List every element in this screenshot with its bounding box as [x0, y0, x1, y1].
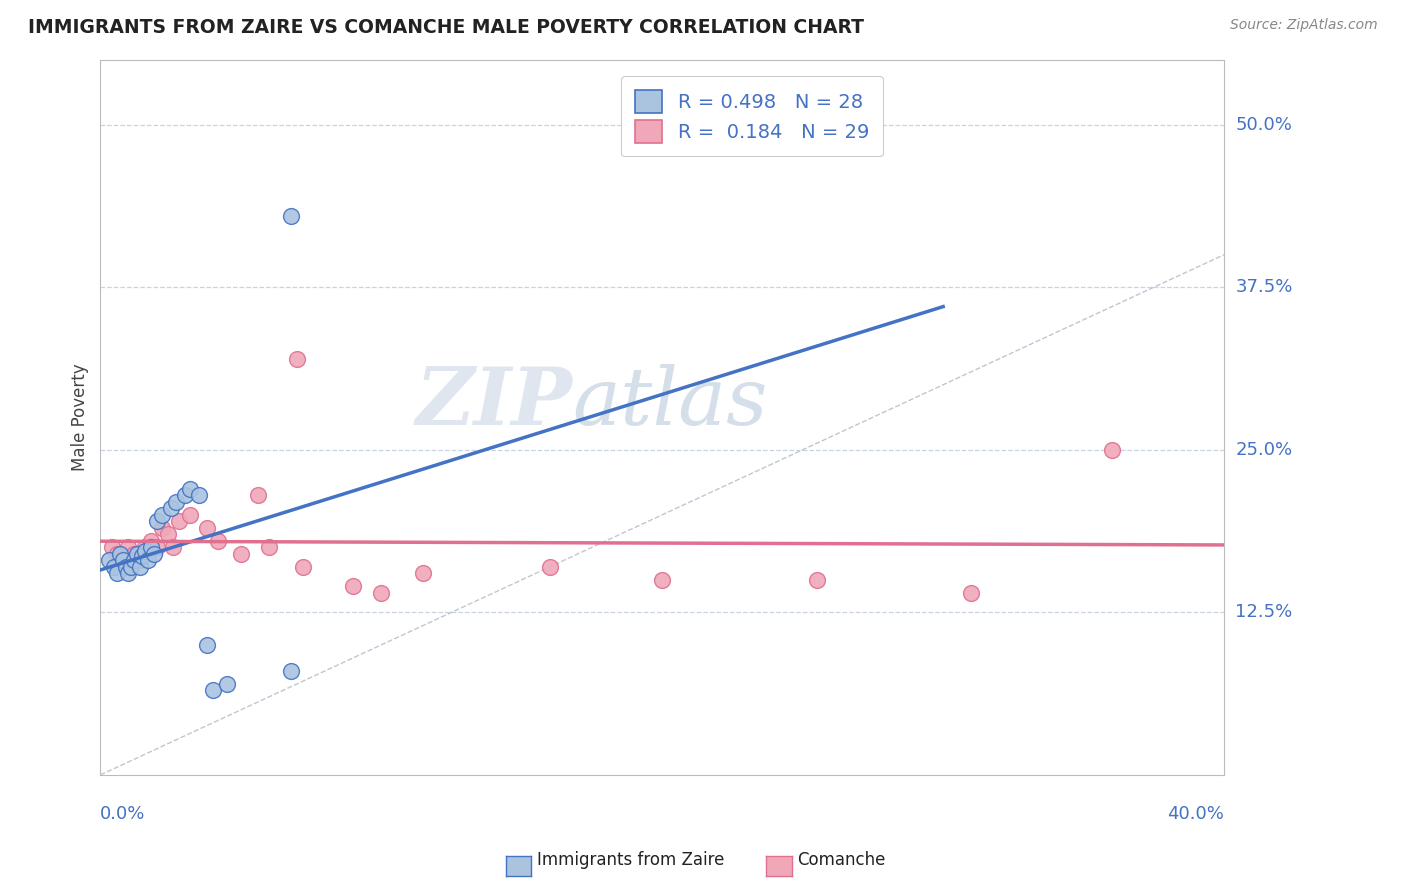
Point — [246, 488, 269, 502]
Point — [150, 521, 173, 535]
Point — [117, 566, 139, 581]
Y-axis label: Male Poverty: Male Poverty — [72, 363, 89, 471]
Text: 12.5%: 12.5% — [1236, 603, 1292, 622]
Point — [105, 566, 128, 581]
Point — [150, 508, 173, 522]
Point — [285, 351, 308, 366]
Point — [207, 533, 229, 548]
Point — [280, 209, 302, 223]
Point — [136, 553, 159, 567]
Text: 37.5%: 37.5% — [1236, 278, 1292, 296]
Point — [111, 553, 134, 567]
Point — [142, 547, 165, 561]
Point — [370, 586, 392, 600]
Point — [179, 508, 201, 522]
Legend: R = 0.498   N = 28, R =  0.184   N = 29: R = 0.498 N = 28, R = 0.184 N = 29 — [621, 77, 883, 156]
Point — [103, 559, 125, 574]
Point — [201, 683, 224, 698]
Point — [128, 553, 150, 567]
Point — [173, 488, 195, 502]
Point — [412, 566, 434, 581]
Point — [342, 579, 364, 593]
Point — [291, 559, 314, 574]
Point — [120, 559, 142, 574]
Text: 25.0%: 25.0% — [1236, 441, 1292, 458]
Point — [105, 547, 128, 561]
Text: ZIP: ZIP — [415, 364, 572, 442]
Text: Immigrants from Zaire: Immigrants from Zaire — [537, 851, 724, 869]
Point — [145, 514, 167, 528]
Point — [195, 521, 218, 535]
Text: atlas: atlas — [572, 364, 768, 442]
Point — [538, 559, 561, 574]
Point — [139, 541, 162, 555]
Text: Comanche: Comanche — [797, 851, 886, 869]
Point — [162, 541, 184, 555]
Point — [195, 638, 218, 652]
Point — [122, 547, 145, 561]
Point — [139, 533, 162, 548]
Point — [257, 541, 280, 555]
Point — [125, 547, 148, 561]
Point — [122, 553, 145, 567]
Point — [114, 559, 136, 574]
Point — [806, 573, 828, 587]
Point — [167, 514, 190, 528]
Text: IMMIGRANTS FROM ZAIRE VS COMANCHE MALE POVERTY CORRELATION CHART: IMMIGRANTS FROM ZAIRE VS COMANCHE MALE P… — [28, 18, 865, 37]
Point — [108, 547, 131, 561]
Point — [187, 488, 209, 502]
Point — [128, 559, 150, 574]
Text: Source: ZipAtlas.com: Source: ZipAtlas.com — [1230, 18, 1378, 32]
Point — [159, 501, 181, 516]
Point — [145, 541, 167, 555]
Point — [651, 573, 673, 587]
Point — [165, 495, 187, 509]
Point — [134, 544, 156, 558]
Point — [97, 553, 120, 567]
Point — [156, 527, 179, 541]
Point — [215, 677, 238, 691]
Point — [117, 541, 139, 555]
Text: 0.0%: 0.0% — [100, 805, 146, 823]
Text: 50.0%: 50.0% — [1236, 116, 1292, 134]
Point — [229, 547, 252, 561]
Text: 40.0%: 40.0% — [1167, 805, 1225, 823]
Point — [179, 482, 201, 496]
Point — [1101, 442, 1123, 457]
Point — [131, 549, 153, 564]
Point — [100, 541, 122, 555]
Point — [111, 553, 134, 567]
Point — [280, 664, 302, 678]
Point — [960, 586, 983, 600]
Point — [134, 541, 156, 555]
